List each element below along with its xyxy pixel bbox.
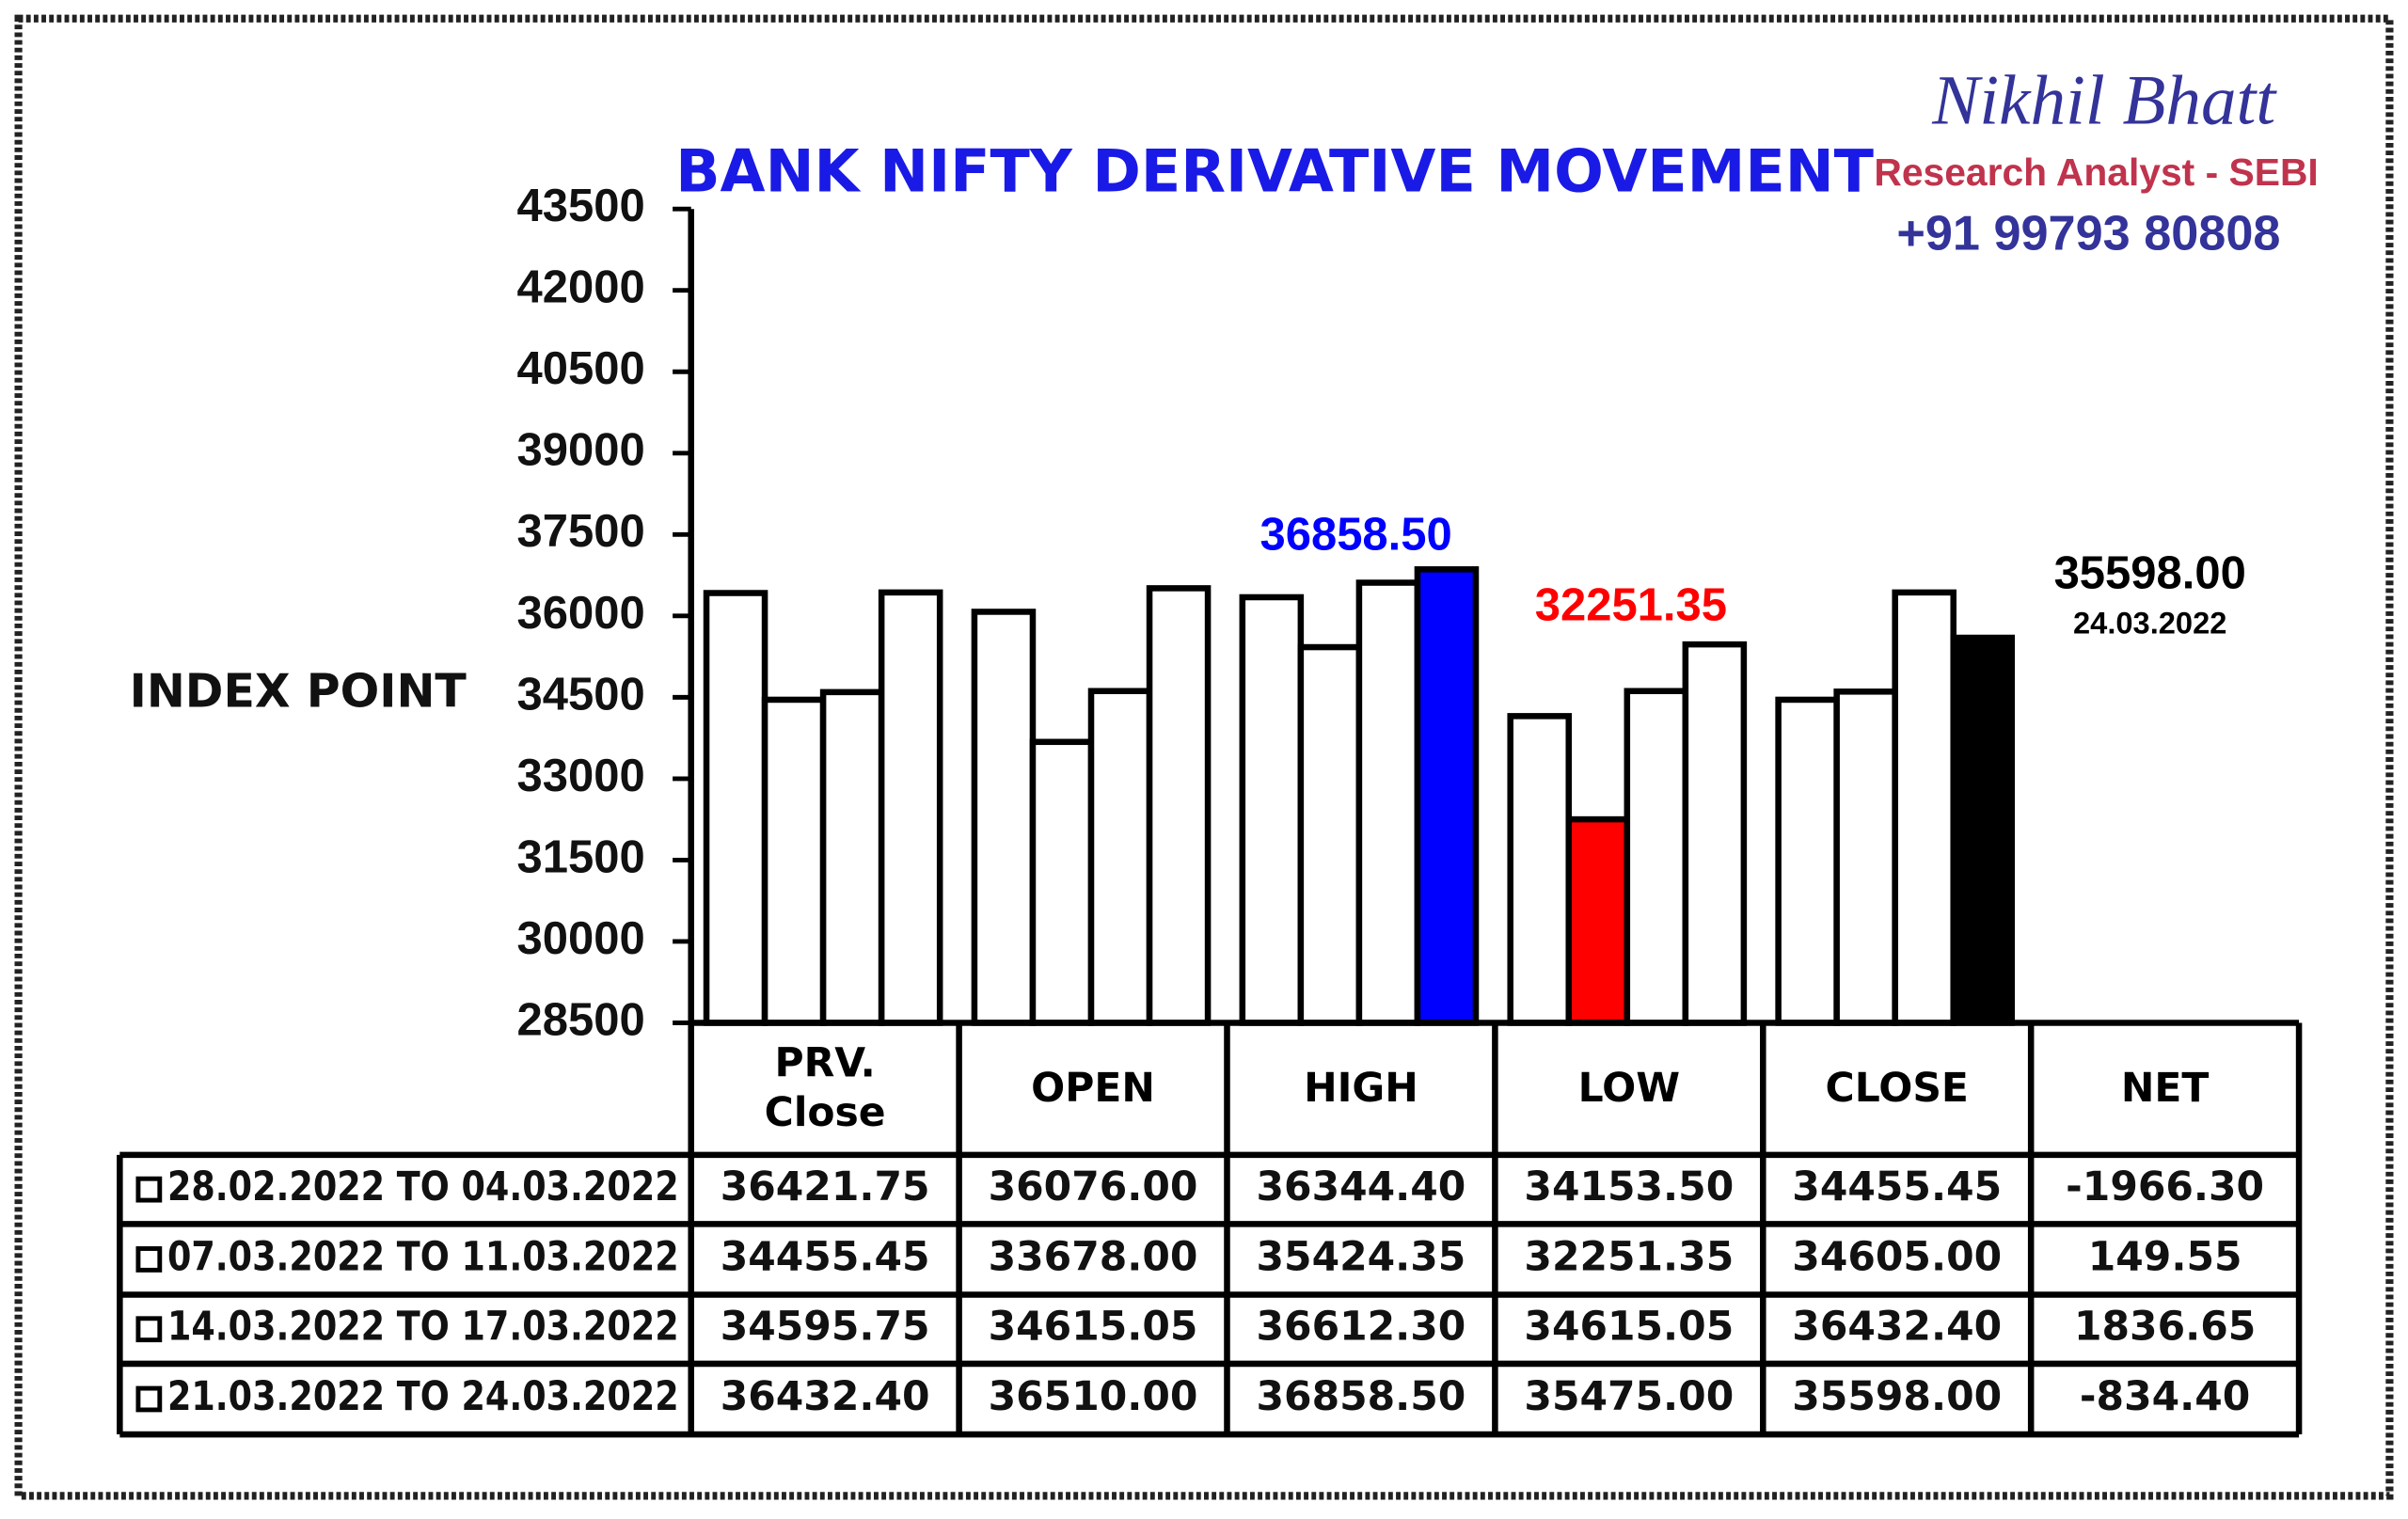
table-cell: 35424.35 xyxy=(1257,1234,1466,1280)
bar xyxy=(878,589,943,1026)
table-cell: 35598.00 xyxy=(1792,1374,2002,1420)
annotation: 36858.50 xyxy=(1260,510,1452,561)
y-tick-label: 37500 xyxy=(517,506,645,557)
legend-icon xyxy=(135,1316,163,1343)
y-tick-label: 28500 xyxy=(517,994,645,1045)
bar xyxy=(1624,688,1689,1026)
table-cell: 36344.40 xyxy=(1257,1164,1466,1210)
row-label: 21.03.2022 TO 24.03.2022 xyxy=(167,1374,679,1420)
legend-icon xyxy=(135,1246,163,1273)
y-tick-label: 31500 xyxy=(517,831,645,882)
column-header: LOW xyxy=(1577,1065,1681,1112)
table-cell: 34595.75 xyxy=(721,1305,930,1351)
table-cell: 34615.05 xyxy=(1524,1305,1734,1351)
bar xyxy=(1414,566,1480,1026)
column-header: OPEN xyxy=(1031,1065,1155,1112)
table-cell: 34455.45 xyxy=(1792,1164,2002,1210)
bar xyxy=(1146,585,1212,1026)
table-cell: 36421.75 xyxy=(721,1164,930,1210)
header-cell: CLOSE xyxy=(1825,1065,1969,1112)
legend-icon xyxy=(135,1385,163,1413)
row-label: 14.03.2022 TO 17.03.2022 xyxy=(167,1305,679,1351)
header-cell: PRV. Close xyxy=(764,1040,886,1137)
bar xyxy=(1029,738,1095,1026)
table-cell: 36510.00 xyxy=(989,1374,1198,1420)
header-cell: HIGH xyxy=(1304,1065,1418,1112)
table-cell: 149.55 xyxy=(2088,1234,2242,1280)
brand-phone: +91 99793 80808 xyxy=(1896,206,2280,261)
bar xyxy=(1087,688,1153,1026)
table-cell: 34605.00 xyxy=(1792,1234,2002,1280)
bar xyxy=(1355,579,1421,1026)
brand-role: Research Analyst - SEBI xyxy=(1874,150,2318,194)
column-header: HIGH xyxy=(1304,1065,1418,1112)
bar xyxy=(703,590,768,1026)
bar xyxy=(761,696,827,1026)
table-cell: -1966.30 xyxy=(2066,1164,2264,1210)
table-cell: 33678.00 xyxy=(989,1234,1198,1280)
table-cell: 34615.05 xyxy=(989,1305,1198,1351)
bar xyxy=(1775,696,1840,1026)
annotation: 24.03.2022 xyxy=(2073,605,2226,640)
table-cell: 34153.50 xyxy=(1524,1164,1734,1210)
y-tick-label: 39000 xyxy=(517,425,645,476)
header-cell: LOW xyxy=(1577,1065,1681,1112)
y-tick-label: 30000 xyxy=(517,913,645,964)
column-header: CLOSE xyxy=(1825,1065,1969,1112)
frame xyxy=(14,14,2394,1500)
y-tick-label: 43500 xyxy=(517,181,645,231)
bar xyxy=(1950,634,2016,1026)
bar xyxy=(1682,641,1748,1026)
brand-name: Nikhil Bhatt xyxy=(1931,62,2277,140)
table-cell: 36612.30 xyxy=(1257,1305,1466,1351)
bar xyxy=(1507,713,1573,1026)
y-axis-label: INDEX POINT xyxy=(130,665,467,719)
table-cell: -834.40 xyxy=(2080,1374,2250,1420)
table-cell: 35475.00 xyxy=(1524,1374,1734,1420)
table-cell: 32251.35 xyxy=(1524,1234,1734,1280)
table-cell: 1836.65 xyxy=(2074,1305,2256,1351)
legend-icon xyxy=(135,1176,163,1203)
y-tick-label: 36000 xyxy=(517,588,645,639)
table-cell: 36076.00 xyxy=(989,1164,1198,1210)
bar xyxy=(1892,589,1956,1026)
annotation: 35598.00 xyxy=(2054,547,2246,598)
table-cell: 36858.50 xyxy=(1257,1374,1466,1420)
y-tick-label: 40500 xyxy=(517,343,645,394)
bar xyxy=(819,688,885,1026)
annotation: 32251.35 xyxy=(1535,580,1727,631)
column-header: NET xyxy=(2120,1065,2210,1112)
table-cell: 36432.40 xyxy=(1792,1305,2002,1351)
column-header: PRV. Close xyxy=(764,1040,886,1137)
row-label: 07.03.2022 TO 11.03.2022 xyxy=(167,1234,679,1280)
table-cell: 34455.45 xyxy=(721,1234,930,1280)
y-tick-label: 33000 xyxy=(517,751,645,801)
bar xyxy=(971,609,1037,1026)
chart-title: BANK NIFTY DERIVATIVE MOVEMENT xyxy=(675,136,1874,205)
table-cell: 36432.40 xyxy=(721,1374,930,1420)
header-cell: OPEN xyxy=(1031,1065,1155,1112)
bar xyxy=(1239,593,1305,1026)
bar xyxy=(1297,643,1363,1026)
bar xyxy=(1833,688,1898,1026)
y-tick-label: 42000 xyxy=(517,262,645,313)
bar xyxy=(1565,815,1631,1026)
header-cell: NET xyxy=(2120,1065,2210,1112)
row-label: 28.02.2022 TO 04.03.2022 xyxy=(167,1164,679,1210)
y-tick-label: 34500 xyxy=(517,669,645,720)
